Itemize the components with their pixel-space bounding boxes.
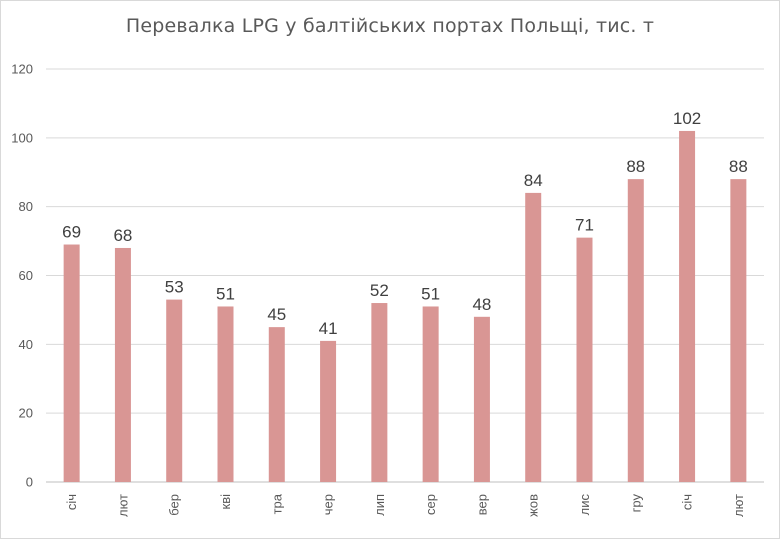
bar	[473, 316, 490, 482]
x-tick-label: лип	[372, 494, 387, 516]
bar	[63, 244, 80, 482]
x-tick-label: вер	[474, 494, 489, 515]
bar	[679, 130, 696, 482]
bar	[320, 340, 337, 482]
data-label: 69	[62, 223, 81, 242]
x-tick-label: лют	[115, 494, 130, 517]
x-tick-label: бер	[167, 494, 182, 516]
data-label: 53	[165, 278, 184, 297]
y-tick-label: 80	[19, 199, 33, 214]
x-tick-label: кві	[218, 494, 233, 510]
data-label: 45	[267, 305, 286, 324]
bar	[525, 192, 542, 482]
data-label: 48	[472, 295, 491, 314]
y-tick-label: 20	[19, 406, 33, 421]
x-tick-label: лис	[577, 494, 592, 516]
bar	[371, 303, 388, 482]
data-label: 68	[113, 226, 132, 245]
data-label: 88	[626, 157, 645, 176]
y-tick-label: 60	[19, 268, 33, 283]
x-tick-label: січ	[680, 494, 695, 510]
x-tick-label: жов	[526, 494, 541, 517]
data-label: 71	[575, 216, 594, 235]
x-tick-label: чер	[321, 494, 336, 515]
bar	[422, 306, 439, 482]
data-label: 41	[319, 319, 338, 338]
bar	[730, 179, 747, 482]
y-tick-label: 40	[19, 337, 33, 352]
x-tick-label: сер	[423, 494, 438, 515]
bar	[268, 327, 285, 482]
y-tick-label: 100	[11, 130, 33, 145]
bar	[576, 237, 593, 482]
bar	[114, 247, 131, 482]
bar-layer	[63, 130, 747, 482]
bar	[217, 306, 234, 482]
bar	[166, 299, 183, 482]
y-tick-label: 120	[11, 62, 33, 77]
y-tick-label: 0	[26, 475, 33, 490]
data-label: 52	[370, 281, 389, 300]
data-label: 51	[216, 284, 235, 303]
data-label: 84	[524, 171, 543, 190]
label-layer: 0 20 40 60 80 100 120 69 січ 68 лют 53 бер 51 кві 45 тра…	[11, 62, 748, 518]
chart-title: Перевалка LPG у балтійських портах Польщ…	[125, 15, 655, 37]
data-label: 102	[673, 109, 701, 128]
x-tick-label: лют	[731, 494, 746, 517]
x-tick-label: гру	[628, 494, 643, 513]
data-label: 51	[421, 284, 440, 303]
grid-layer	[46, 68, 764, 483]
bar	[627, 179, 644, 482]
x-tick-label: тра	[269, 493, 284, 514]
x-tick-label: січ	[64, 494, 79, 510]
data-label: 88	[729, 157, 748, 176]
